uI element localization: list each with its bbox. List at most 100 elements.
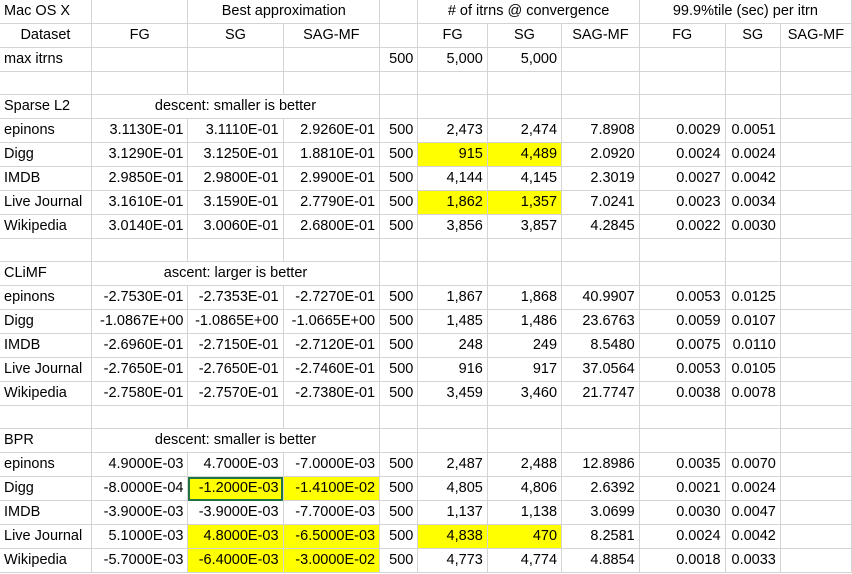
cell-undefined[interactable] <box>780 142 852 167</box>
cell-time-fg[interactable]: 2.0920 <box>561 142 640 167</box>
cell-max-itrns-sg[interactable]: 5,000 <box>417 47 488 72</box>
cell-empty[interactable] <box>561 238 640 262</box>
cell-time-fg[interactable]: 12.8986 <box>561 452 640 477</box>
cell-best-fg[interactable]: -2.7580E-01 <box>91 381 189 406</box>
cell-itrns-sg[interactable]: 1,867 <box>417 285 488 310</box>
cell-empty[interactable] <box>283 238 381 262</box>
cell-empty[interactable] <box>91 405 189 429</box>
cell-header-sg[interactable]: SG <box>487 23 563 48</box>
cell-best-sagmf[interactable]: 2.7790E-01 <box>283 190 381 215</box>
section-note[interactable]: descent: smaller is better <box>91 428 381 453</box>
cell-empty[interactable] <box>187 238 284 262</box>
cell-time-fg[interactable]: 23.6763 <box>561 309 640 334</box>
cell-best-sagmf[interactable]: 2.9260E-01 <box>283 118 381 143</box>
section-name[interactable]: BPR <box>0 428 92 453</box>
cell-itrns-sagmf[interactable]: 1,868 <box>487 285 563 310</box>
cell-best-fg[interactable]: -8.0000E-04 <box>91 476 189 501</box>
cell-empty[interactable] <box>780 405 852 429</box>
cell-empty[interactable] <box>379 428 419 453</box>
cell-empty[interactable] <box>417 238 488 262</box>
cell-best-sg[interactable]: 3.1250E-01 <box>187 142 284 167</box>
cell-empty[interactable] <box>487 94 563 119</box>
cell-empty[interactable] <box>725 71 781 95</box>
cell-best-sagmf[interactable]: -2.7460E-01 <box>283 357 381 382</box>
cell-time-fg[interactable]: 8.5480 <box>561 333 640 358</box>
cell-best-sg[interactable]: 3.1590E-01 <box>187 190 284 215</box>
cell-itrns-sg[interactable]: 916 <box>417 357 488 382</box>
cell-undefined[interactable] <box>780 381 852 406</box>
cell-best-fg[interactable]: -2.7530E-01 <box>91 285 189 310</box>
cell-time-fg[interactable]: 7.0241 <box>561 190 640 215</box>
cell-empty[interactable] <box>417 261 488 286</box>
cell-empty[interactable] <box>379 23 419 48</box>
cell-time-sg[interactable]: 0.0059 <box>639 309 726 334</box>
section-name[interactable]: Sparse L2 <box>0 94 92 119</box>
cell-empty[interactable] <box>780 261 852 286</box>
cell-header-sagmf[interactable]: SAG-MF <box>780 23 852 48</box>
cell-time-fg[interactable]: 2.6392 <box>561 476 640 501</box>
cell-undefined[interactable] <box>780 524 852 549</box>
cell-time-sagmf[interactable]: 0.0042 <box>725 166 781 191</box>
cell-dataset[interactable]: Digg <box>0 476 92 501</box>
cell-best-sg[interactable]: 2.9800E-01 <box>187 166 284 191</box>
cell-empty[interactable] <box>780 94 852 119</box>
cell-best-sagmf[interactable]: -7.0000E-03 <box>283 452 381 477</box>
cell-empty[interactable] <box>561 428 640 453</box>
cell-empty[interactable] <box>379 0 419 24</box>
cell-itrns-sagmf[interactable]: 3,857 <box>487 214 563 239</box>
cell-best-fg[interactable]: 4.9000E-03 <box>91 452 189 477</box>
cell-time-sagmf[interactable]: 0.0047 <box>725 500 781 525</box>
cell-itrns-sg[interactable]: 4,144 <box>417 166 488 191</box>
cell-empty[interactable] <box>487 261 563 286</box>
cell-max-itrns-sagmf[interactable]: 5,000 <box>487 47 563 72</box>
cell-itrns-sg[interactable]: 248 <box>417 333 488 358</box>
cell-best-fg[interactable]: -2.6960E-01 <box>91 333 189 358</box>
cell-empty[interactable] <box>780 428 852 453</box>
cell-time-sg[interactable]: 0.0035 <box>639 452 726 477</box>
cell-undefined[interactable] <box>780 452 852 477</box>
cell-itrns-fg[interactable]: 500 <box>379 476 419 501</box>
cell-empty[interactable] <box>780 47 852 72</box>
cell-best-sagmf[interactable]: -3.0000E-02 <box>283 548 381 573</box>
cell-dataset[interactable]: IMDB <box>0 166 92 191</box>
cell-best-fg[interactable]: 3.1610E-01 <box>91 190 189 215</box>
cell-best-fg[interactable]: -1.0867E+00 <box>91 309 189 334</box>
cell-time-sagmf[interactable]: 0.0110 <box>725 333 781 358</box>
cell-empty[interactable] <box>417 428 488 453</box>
cell-itrns-sg[interactable]: 2,487 <box>417 452 488 477</box>
cell-best-sagmf[interactable]: 2.9900E-01 <box>283 166 381 191</box>
cell-empty[interactable] <box>283 71 381 95</box>
cell-empty[interactable] <box>283 405 381 429</box>
cell-time-sg[interactable]: 0.0024 <box>639 142 726 167</box>
cell-best-sagmf[interactable]: -1.4100E-02 <box>283 476 381 501</box>
cell-empty[interactable] <box>639 238 726 262</box>
cell-empty[interactable] <box>639 94 726 119</box>
cell-itrns-fg[interactable]: 500 <box>379 166 419 191</box>
section-note[interactable]: descent: smaller is better <box>91 94 381 119</box>
cell-undefined[interactable] <box>780 548 852 573</box>
cell-dataset[interactable]: Digg <box>0 309 92 334</box>
cell-best-sagmf[interactable]: -6.5000E-03 <box>283 524 381 549</box>
cell-dataset[interactable]: epinons <box>0 118 92 143</box>
cell-itrns-sagmf[interactable]: 1,138 <box>487 500 563 525</box>
cell-group-itrns-convergence[interactable]: # of itrns @ convergence <box>417 0 640 24</box>
cell-undefined[interactable] <box>780 118 852 143</box>
cell-empty[interactable] <box>725 261 781 286</box>
cell-empty[interactable] <box>561 94 640 119</box>
cell-best-fg[interactable]: 3.0140E-01 <box>91 214 189 239</box>
cell-itrns-sagmf[interactable]: 917 <box>487 357 563 382</box>
cell-empty[interactable] <box>379 405 419 429</box>
cell-time-sagmf[interactable]: 0.0030 <box>725 214 781 239</box>
cell-best-sg[interactable]: 3.1110E-01 <box>187 118 284 143</box>
cell-empty[interactable] <box>725 238 781 262</box>
cell-empty[interactable] <box>639 261 726 286</box>
cell-empty[interactable] <box>639 405 726 429</box>
cell-empty[interactable] <box>0 238 92 262</box>
cell-dataset[interactable]: Wikipedia <box>0 548 92 573</box>
cell-undefined[interactable] <box>780 166 852 191</box>
cell-time-sg[interactable]: 0.0023 <box>639 190 726 215</box>
cell-empty[interactable] <box>487 71 563 95</box>
cell-max-itrns-fg[interactable]: 500 <box>379 47 419 72</box>
cell-time-sagmf[interactable]: 0.0042 <box>725 524 781 549</box>
cell-itrns-fg[interactable]: 500 <box>379 285 419 310</box>
